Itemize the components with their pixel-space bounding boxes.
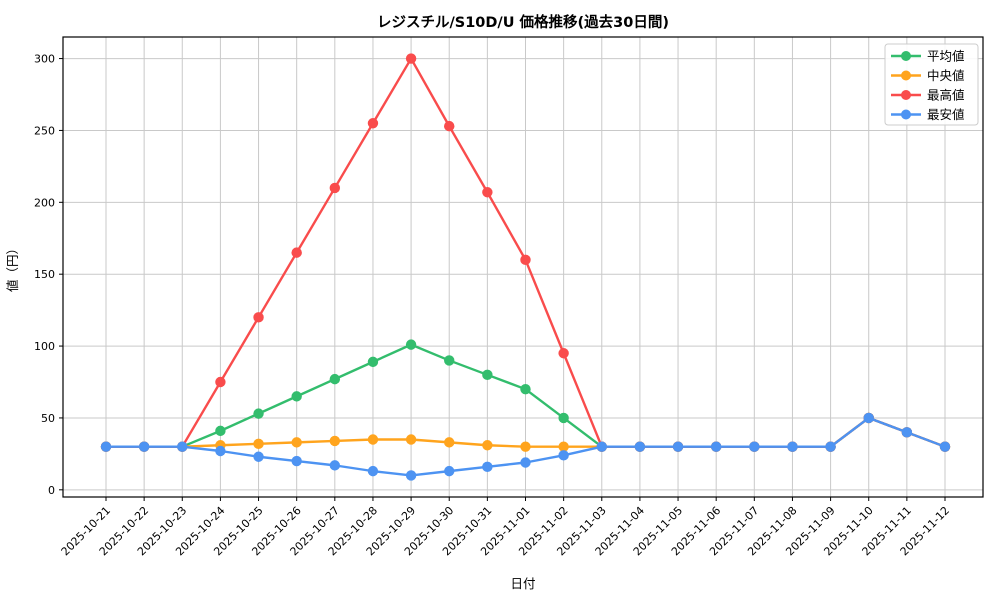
series-average-point — [253, 408, 264, 419]
series-min-point — [749, 441, 760, 452]
series-max-point — [558, 348, 569, 359]
legend-label-median: 中央値 — [927, 68, 965, 83]
series-max-point — [215, 376, 226, 388]
series-max-point — [291, 247, 302, 258]
series-average-point — [329, 373, 341, 385]
plot-area: 2025-10-212025-10-222025-10-232025-10-24… — [34, 36, 984, 558]
y-tick-label: 150 — [34, 268, 55, 281]
series-min-point — [710, 441, 722, 452]
series-median-point — [558, 441, 569, 452]
series-median-point — [520, 441, 531, 452]
y-tick-label: 300 — [34, 53, 55, 66]
series-min-point — [939, 441, 951, 452]
series-min-point — [825, 441, 836, 452]
legend-marker-min — [901, 109, 911, 120]
series-max-point — [520, 254, 531, 266]
series-average-point — [520, 383, 531, 395]
series-min-point — [138, 441, 150, 452]
plot-background — [63, 37, 983, 497]
y-tick-label: 250 — [34, 124, 55, 137]
series-median-point — [482, 440, 493, 451]
legend-marker-max — [901, 90, 911, 100]
series-min-point — [291, 455, 302, 467]
legend-label-max: 最高値 — [927, 88, 965, 103]
legend-label-average: 平均値 — [927, 49, 965, 64]
x-axis-title: 日付 — [510, 576, 535, 591]
series-average-point — [405, 339, 417, 350]
series-min-point — [901, 427, 913, 438]
y-tick-label: 0 — [48, 484, 55, 497]
series-min-point — [329, 460, 341, 471]
y-tick-label: 200 — [34, 196, 55, 209]
series-min-point — [100, 441, 112, 452]
series-max-point — [367, 118, 379, 129]
series-min-point — [253, 451, 264, 462]
legend-marker-average — [901, 51, 911, 61]
series-average-point — [558, 412, 569, 424]
series-max-point — [253, 312, 264, 323]
legend-marker-median — [901, 70, 911, 81]
series-min-point — [444, 465, 455, 477]
series-average-point — [444, 355, 455, 366]
series-median-point — [291, 437, 302, 448]
series-average-point — [215, 425, 226, 437]
series-min-point — [367, 465, 379, 477]
y-tick-label: 50 — [41, 412, 55, 425]
series-max-point — [405, 53, 417, 64]
series-average-point — [482, 369, 493, 381]
series-median-point — [329, 435, 341, 447]
series-median-point — [405, 434, 417, 445]
legend-box — [884, 43, 979, 126]
series-max-point — [329, 182, 341, 194]
series-max-point — [444, 120, 455, 132]
series-min-point — [177, 441, 188, 452]
series-median-point — [253, 438, 264, 450]
series-median-point — [367, 434, 379, 445]
series-min-point — [634, 441, 646, 452]
series-min-point — [863, 412, 874, 424]
series-min-point — [520, 457, 531, 468]
series-average-point — [367, 356, 379, 368]
series-min-point — [672, 441, 684, 452]
series-min-point — [405, 470, 417, 481]
series-min-point — [558, 450, 569, 461]
series-min-point — [787, 441, 798, 452]
chart-title: レジスチル/S10D/U 価格推移(過去30日間) — [377, 13, 669, 31]
series-median-point — [444, 437, 455, 448]
series-min-point — [596, 441, 607, 452]
series-min-point — [482, 461, 493, 473]
plot-border — [62, 36, 984, 498]
y-axis-title: 値（円） — [5, 242, 20, 292]
series-average-point — [291, 391, 302, 402]
series-min-point — [215, 445, 226, 457]
legend-label-min: 最安値 — [927, 107, 965, 122]
series-max-point — [482, 187, 493, 198]
y-tick-label: 100 — [34, 340, 55, 353]
